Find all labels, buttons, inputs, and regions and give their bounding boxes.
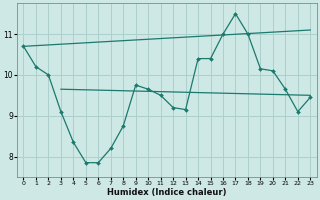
X-axis label: Humidex (Indice chaleur): Humidex (Indice chaleur) [107,188,227,197]
